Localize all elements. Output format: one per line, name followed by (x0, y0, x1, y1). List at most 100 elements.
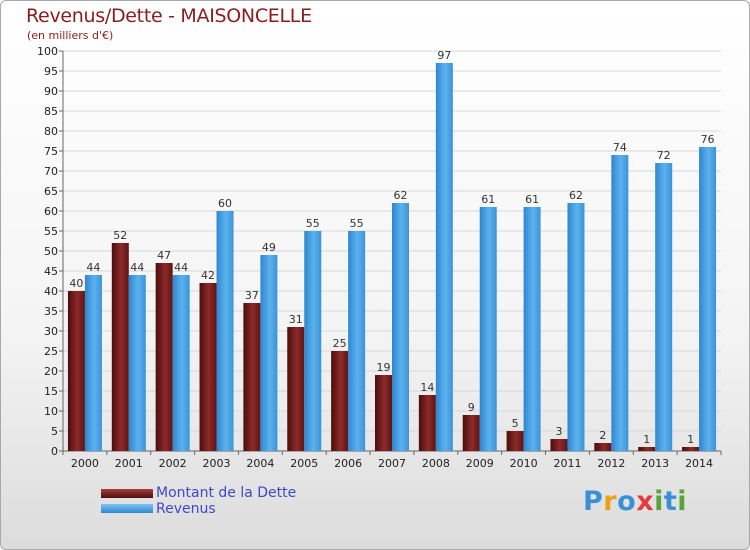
bar-revenus (260, 255, 278, 451)
data-label-dette: 47 (157, 249, 171, 262)
data-label-dette: 40 (69, 277, 83, 290)
data-label-dette: 14 (420, 381, 434, 394)
y-tick-label: 75 (44, 145, 58, 158)
data-label-revenus: 76 (701, 133, 715, 146)
bar-dette (331, 351, 349, 451)
data-label-revenus: 61 (481, 193, 495, 206)
y-tick-label: 90 (44, 85, 58, 98)
y-tick-label: 65 (44, 185, 58, 198)
data-label-dette: 1 (643, 433, 650, 446)
bar-revenus (567, 203, 585, 451)
y-tick-label: 80 (44, 125, 58, 138)
labels-layer: 4044524447444260374931552555196214979615… (69, 49, 714, 446)
y-tick-label: 45 (44, 265, 58, 278)
x-tick-label: 2013 (641, 457, 669, 470)
y-tick-label: 70 (44, 165, 58, 178)
bar-revenus (655, 163, 673, 451)
x-tick-label: 2009 (466, 457, 494, 470)
x-tick-label: 2004 (246, 457, 274, 470)
bar-revenus (84, 275, 102, 451)
bar-dette (594, 443, 612, 451)
y-tick-label: 0 (51, 445, 58, 458)
bar-dette (199, 283, 217, 451)
x-tick-label: 2007 (378, 457, 406, 470)
bar-dette (506, 431, 524, 451)
data-label-dette: 5 (512, 417, 519, 430)
bar-dette (682, 447, 700, 451)
axis-layer: 0510152025303540455055606570758085909510… (37, 45, 722, 470)
data-label-dette: 37 (245, 289, 259, 302)
logo-letter: x (636, 486, 655, 517)
bar-revenus (392, 203, 409, 451)
bar-dette (111, 243, 129, 451)
bar-revenus (172, 275, 190, 451)
x-tick-label: 2014 (685, 457, 713, 470)
bar-revenus (216, 211, 234, 451)
data-label-revenus: 62 (394, 189, 408, 202)
y-tick-label: 10 (44, 405, 58, 418)
bar-dette (418, 395, 436, 451)
bar-revenus (523, 207, 541, 451)
logo-letter: i (677, 486, 688, 517)
data-label-dette: 1 (687, 433, 694, 446)
x-tick-label: 2012 (597, 457, 625, 470)
chart-subtitle: (en milliers d'€) (27, 29, 114, 42)
data-label-revenus: 55 (350, 217, 364, 230)
logo-letter: P (583, 486, 604, 517)
x-tick-label: 2010 (510, 457, 538, 470)
data-label-dette: 2 (599, 429, 606, 442)
y-tick-label: 20 (44, 365, 58, 378)
data-label-revenus: 44 (130, 261, 144, 274)
bar-revenus (128, 275, 146, 451)
bar-dette (287, 327, 305, 451)
bar-revenus (304, 231, 322, 451)
data-label-revenus: 61 (525, 193, 539, 206)
bar-revenus (348, 231, 366, 451)
data-label-dette: 9 (468, 401, 475, 414)
y-tick-label: 85 (44, 105, 58, 118)
x-tick-label: 2002 (159, 457, 187, 470)
bar-dette (243, 303, 261, 451)
logo-letter: i (654, 486, 664, 517)
bar-revenus (611, 155, 629, 451)
x-tick-label: 2003 (203, 457, 231, 470)
data-label-revenus: 97 (437, 49, 451, 62)
bar-dette (67, 291, 85, 451)
bar-dette (155, 263, 173, 451)
x-tick-label: 2008 (422, 457, 450, 470)
y-tick-label: 35 (44, 305, 58, 318)
data-label-revenus: 72 (657, 149, 671, 162)
y-tick-label: 95 (44, 65, 58, 78)
data-label-dette: 52 (113, 229, 127, 242)
bars-layer (67, 63, 717, 451)
y-tick-label: 25 (44, 345, 58, 358)
y-tick-label: 40 (44, 285, 58, 298)
bar-dette (375, 375, 392, 451)
y-tick-label: 50 (44, 245, 58, 258)
data-label-revenus: 62 (569, 189, 583, 202)
data-label-dette: 25 (333, 337, 347, 350)
bar-dette (638, 447, 656, 451)
bar-dette (462, 415, 480, 451)
legend-label-debt: Montant de la Dette (156, 485, 297, 501)
y-tick-label: 100 (37, 45, 58, 58)
legend-label-revenus: Revenus (156, 501, 216, 517)
bar-revenus (479, 207, 497, 451)
data-label-dette: 31 (289, 313, 303, 326)
proxiti-logo: Proxiti (583, 486, 687, 517)
logo-letter: t (663, 486, 678, 517)
data-label-revenus: 60 (218, 197, 232, 210)
y-tick-label: 60 (44, 205, 58, 218)
legend-swatch-revenus (101, 504, 153, 513)
y-tick-label: 15 (44, 385, 58, 398)
y-tick-label: 5 (51, 425, 58, 438)
logo-letter: o (617, 486, 637, 517)
bar-revenus (435, 63, 453, 451)
logo-letter: r (603, 486, 618, 517)
data-label-revenus: 49 (262, 241, 276, 254)
data-label-revenus: 55 (306, 217, 320, 230)
x-tick-label: 2001 (115, 457, 143, 470)
chart-title: Revenus/Dette - MAISONCELLE (26, 5, 312, 27)
